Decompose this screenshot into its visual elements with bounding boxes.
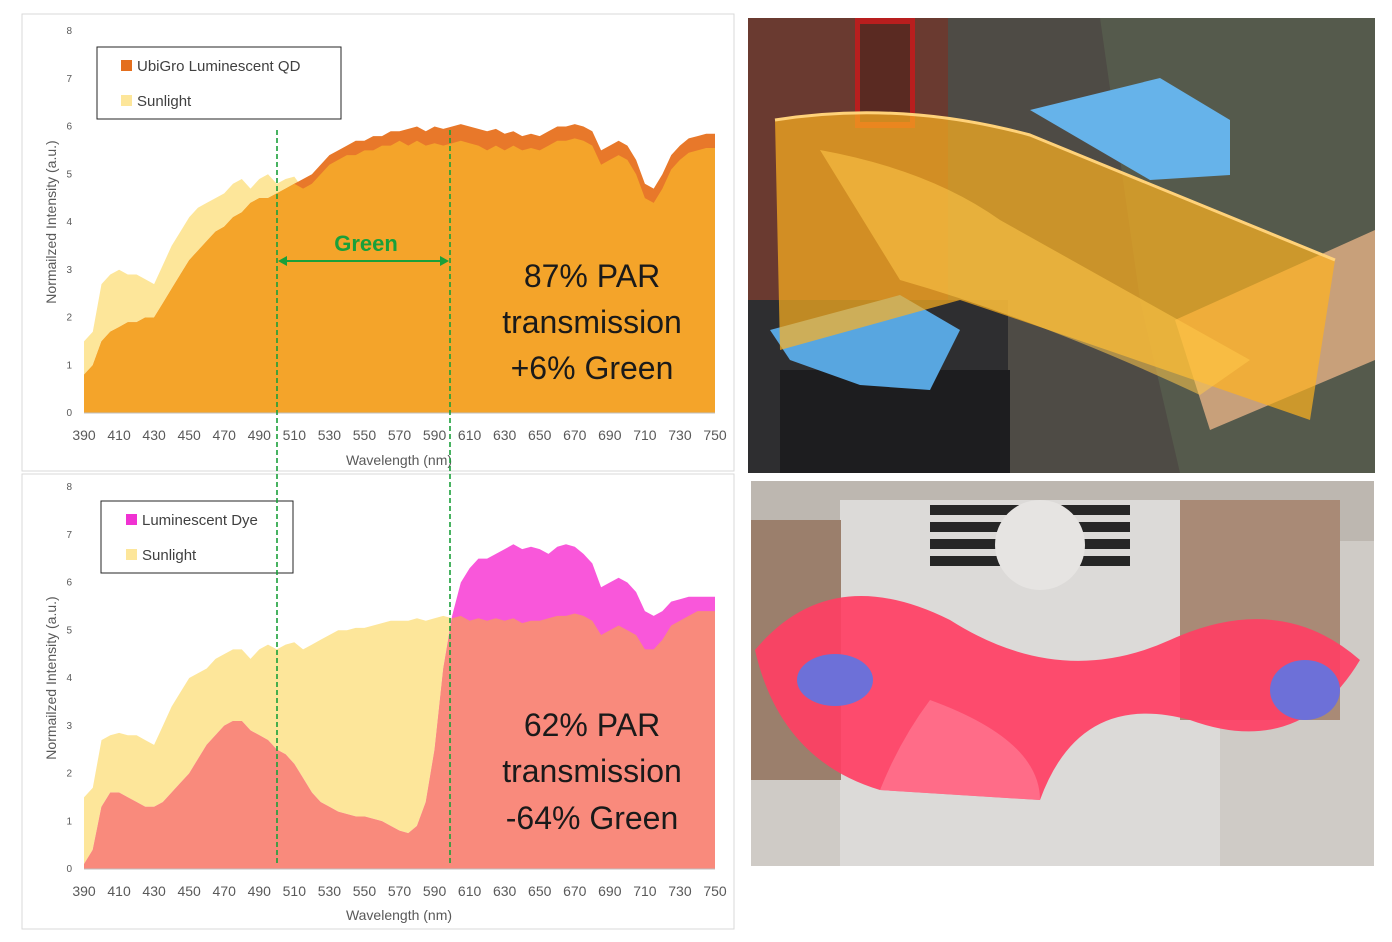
bottom-chart-xtick-label: 390 xyxy=(72,883,96,899)
bottom-legend-box xyxy=(100,500,294,574)
bottom-chart-xtick-label: 690 xyxy=(598,883,622,899)
top-chart-xtick-label: 510 xyxy=(283,427,307,443)
top-chart-ytick-label: 5 xyxy=(66,169,72,180)
top-chart-ytick-label: 0 xyxy=(66,408,72,419)
bottom-legend-label-dye: Luminescent Dye xyxy=(142,512,258,529)
bottom-chart-xtick-label: 610 xyxy=(458,883,482,899)
top-chart-ylabel: Normailzed Intensity (a.u.) xyxy=(43,140,59,303)
bottom-chart-ytick-label: 4 xyxy=(66,673,72,684)
top-chart-xlabel: Wavelength (nm) xyxy=(346,452,452,468)
bottom-chart-xtick-label: 650 xyxy=(528,883,552,899)
bottom-chart-ytick-label: 2 xyxy=(66,769,72,780)
top-chart-xtick-label: 750 xyxy=(703,427,727,443)
bottom-chart-xtick-label: 730 xyxy=(668,883,692,899)
bottom-chart-ytick-label: 0 xyxy=(66,864,72,875)
top-chart-ytick-label: 6 xyxy=(66,122,72,133)
top-green-arrowhead-left xyxy=(278,256,287,266)
bottom-chart: 0 1 2 3 4 5 6 7 8 390 410 430 450 470 490 510 530 550 570… xyxy=(43,482,727,923)
top-chart-xtick-label: 650 xyxy=(528,427,552,443)
top-chart-xtick-label: 530 xyxy=(318,427,342,443)
bottom-chart-ytick-label: 5 xyxy=(66,625,72,636)
bottom-chart-ytick-label: 7 xyxy=(66,530,72,541)
top-legend-swatch-qd xyxy=(121,60,132,71)
bottom-chart-ytick-label: 3 xyxy=(66,721,72,732)
bottom-chart-xtick-label: 470 xyxy=(213,883,237,899)
bottom-chart-ytick-label: 1 xyxy=(66,816,72,827)
top-chart-xtick-label: 590 xyxy=(423,427,447,443)
top-chart-xtick-label: 490 xyxy=(248,427,272,443)
bottom-chart-xtick-label: 590 xyxy=(423,883,447,899)
bottom-chart-xtick-label: 530 xyxy=(318,883,342,899)
bottom-chart-xtick-label: 630 xyxy=(493,883,517,899)
top-legend-label-qd: UbiGro Luminescent QD xyxy=(137,58,301,75)
top-chart-xtick-label: 390 xyxy=(72,427,96,443)
bottom-stat-line-1: 62% PAR xyxy=(524,707,660,743)
top-chart-xtick-label: 410 xyxy=(107,427,131,443)
top-stat-line-3: +6% Green xyxy=(511,350,674,386)
bottom-chart-frame xyxy=(21,473,735,930)
bottom-chart-ytick-label: 6 xyxy=(66,578,72,589)
bottom-legend-swatch-sunlight xyxy=(126,549,137,560)
bottom-stat-line-3: -64% Green xyxy=(506,800,679,836)
top-chart-xtick-label: 470 xyxy=(213,427,237,443)
top-chart-ytick-label: 2 xyxy=(66,313,72,324)
bottom-chart-xtick-label: 670 xyxy=(563,883,587,899)
top-chart-xtick-label: 450 xyxy=(177,427,201,443)
top-legend-box xyxy=(96,46,342,120)
top-chart-frame xyxy=(21,13,735,472)
top-chart-xtick-label: 730 xyxy=(668,427,692,443)
bottom-chart-xlabel: Wavelength (nm) xyxy=(346,907,452,923)
bottom-chart-xtick-label: 490 xyxy=(248,883,272,899)
top-legend-label-sunlight: Sunlight xyxy=(137,93,192,110)
bottom-chart-ytick-label: 8 xyxy=(66,482,72,493)
top-chart: 0 1 2 3 4 5 6 7 8 390 410 430 450 470 490 510 530 550 570… xyxy=(43,26,727,468)
top-stat-line-2: transmission xyxy=(502,304,682,340)
photo-pink-film xyxy=(751,481,1374,866)
bottom-chart-xtick-label: 550 xyxy=(353,883,377,899)
top-stat-line-1: 87% PAR xyxy=(524,258,660,294)
bottom-stat-line-2: transmission xyxy=(502,753,682,789)
top-chart-xtick-label: 610 xyxy=(458,427,482,443)
bottom-chart-xtick-label: 450 xyxy=(177,883,201,899)
top-chart-series-transmitted-area xyxy=(84,138,715,413)
top-chart-ytick-label: 7 xyxy=(66,74,72,85)
top-chart-xtick-label: 570 xyxy=(388,427,412,443)
top-green-label: Green xyxy=(334,231,398,256)
photo-orange-film xyxy=(748,18,1375,473)
bottom-legend-label-sunlight: Sunlight xyxy=(142,547,197,564)
top-chart-ytick-label: 3 xyxy=(66,265,72,276)
top-chart-ytick-label: 1 xyxy=(66,360,72,371)
top-green-arrowhead-right xyxy=(440,256,449,266)
bottom-chart-xtick-label: 570 xyxy=(388,883,412,899)
top-chart-xtick-label: 550 xyxy=(353,427,377,443)
top-chart-ytick-label: 4 xyxy=(66,217,72,228)
top-chart-xtick-label: 670 xyxy=(563,427,587,443)
bottom-chart-xtick-label: 510 xyxy=(283,883,307,899)
bottom-chart-xtick-label: 430 xyxy=(142,883,166,899)
top-chart-xtick-label: 690 xyxy=(598,427,622,443)
top-chart-ytick-label: 8 xyxy=(66,26,72,37)
bottom-chart-xtick-label: 750 xyxy=(703,883,727,899)
top-legend-swatch-sunlight xyxy=(121,95,132,106)
bottom-legend-swatch-dye xyxy=(126,514,137,525)
top-chart-xtick-label: 630 xyxy=(493,427,517,443)
top-chart-xtick-label: 430 xyxy=(142,427,166,443)
bottom-chart-ylabel: Normailzed Intensity (a.u.) xyxy=(43,596,59,759)
top-chart-legend: UbiGro Luminescent QD Sunlight xyxy=(96,46,342,120)
bottom-chart-xtick-label: 710 xyxy=(633,883,657,899)
bottom-chart-series-transmitted-area xyxy=(84,611,715,869)
bottom-chart-legend: Luminescent Dye Sunlight xyxy=(100,500,294,574)
top-chart-xtick-label: 710 xyxy=(633,427,657,443)
bottom-chart-xtick-label: 410 xyxy=(107,883,131,899)
